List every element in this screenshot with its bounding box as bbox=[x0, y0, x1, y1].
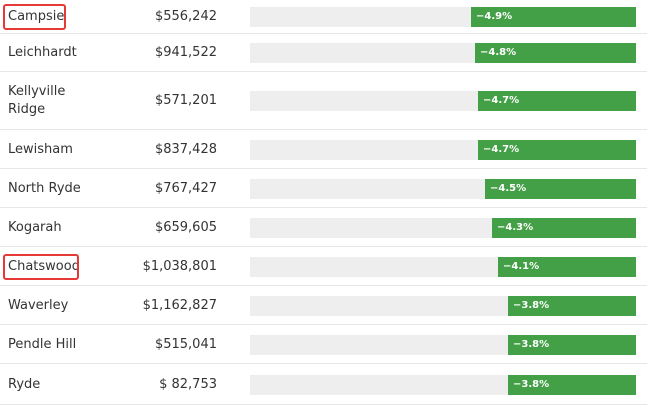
suburb-name: Ryde bbox=[8, 376, 41, 392]
change-bar-track: −4.9% bbox=[250, 7, 636, 27]
change-bar-fill: −4.9% bbox=[471, 7, 636, 27]
table-row: North Ryde $767,427 −4.5% bbox=[0, 169, 647, 208]
change-bar-fill: −3.8% bbox=[508, 334, 636, 355]
change-bar-track: −3.8% bbox=[250, 374, 636, 395]
change-bar-fill: −4.8% bbox=[475, 43, 636, 63]
change-label: −4.9% bbox=[476, 11, 513, 22]
change-bar-track: −4.7% bbox=[250, 139, 636, 160]
change-bar-track: −4.7% bbox=[250, 91, 636, 111]
change-bar-fill: −4.5% bbox=[485, 178, 636, 199]
change-label: −4.7% bbox=[483, 95, 520, 106]
table-row: Kogarah $659,605 −4.3% bbox=[0, 208, 647, 247]
change-bar-track: −4.8% bbox=[250, 43, 636, 63]
change-bar-track: −4.5% bbox=[250, 178, 636, 199]
change-label: −3.8% bbox=[513, 378, 550, 390]
change-bar-fill: −4.3% bbox=[492, 217, 636, 238]
change-bar-track: −3.8% bbox=[250, 295, 636, 316]
median-price: $837,428 bbox=[154, 141, 217, 157]
suburb-name: Waverley bbox=[8, 297, 69, 313]
median-price: $515,041 bbox=[154, 336, 217, 352]
change-bar-track: −3.8% bbox=[250, 334, 636, 355]
change-bar-fill: −3.8% bbox=[508, 374, 636, 395]
median-price: $556,242 bbox=[154, 9, 217, 24]
change-label: −4.1% bbox=[503, 260, 540, 272]
table-row: Chatswood $1,038,801 −4.1% bbox=[0, 247, 647, 286]
change-label: −4.3% bbox=[497, 221, 534, 233]
suburb-name: Chatswood bbox=[8, 258, 80, 274]
table-row: Lewisham $837,428 −4.7% bbox=[0, 130, 647, 169]
median-price: $1,162,827 bbox=[142, 297, 217, 313]
table-row: Pendle Hill $515,041 −3.8% bbox=[0, 325, 647, 364]
median-price: $941,522 bbox=[154, 45, 217, 60]
change-bar-track: −4.3% bbox=[250, 217, 636, 238]
change-label: −3.8% bbox=[513, 299, 550, 311]
suburb-name: Kellyville Ridge bbox=[8, 84, 66, 117]
change-bar-fill: −4.1% bbox=[498, 256, 636, 277]
median-price: $ 82,753 bbox=[159, 376, 217, 392]
table-row: Ryde $ 82,753 −3.8% bbox=[0, 364, 647, 405]
change-bar-fill: −4.7% bbox=[478, 91, 636, 111]
median-price: $659,605 bbox=[154, 219, 217, 235]
suburb-name: North Ryde bbox=[8, 180, 81, 196]
change-bar-fill: −3.8% bbox=[508, 295, 636, 316]
median-price: $1,038,801 bbox=[142, 258, 217, 274]
suburb-name: Campsie bbox=[8, 9, 65, 24]
highlight-box bbox=[3, 253, 79, 280]
change-bar-track: −4.1% bbox=[250, 256, 636, 277]
change-label: −3.8% bbox=[513, 338, 550, 350]
suburb-name: Pendle Hill bbox=[8, 336, 77, 352]
suburb-name: Lewisham bbox=[8, 141, 73, 157]
change-label: −4.8% bbox=[480, 47, 517, 58]
table-row: Kellyville Ridge $571,201 −4.7% bbox=[0, 72, 647, 130]
change-label: −4.7% bbox=[483, 143, 520, 155]
table-row: Waverley $1,162,827 −3.8% bbox=[0, 286, 647, 325]
median-price: $767,427 bbox=[154, 180, 217, 196]
table-row: Leichhardt $941,522 −4.8% bbox=[0, 34, 647, 72]
median-price: $571,201 bbox=[154, 93, 217, 108]
suburb-name: Leichhardt bbox=[8, 45, 77, 60]
change-label: −4.5% bbox=[490, 182, 527, 194]
suburb-name: Kogarah bbox=[8, 219, 62, 235]
table-row: Campsie $556,242 −4.9% bbox=[0, 0, 647, 34]
change-bar-fill: −4.7% bbox=[478, 139, 636, 160]
highlight-box bbox=[3, 4, 66, 30]
